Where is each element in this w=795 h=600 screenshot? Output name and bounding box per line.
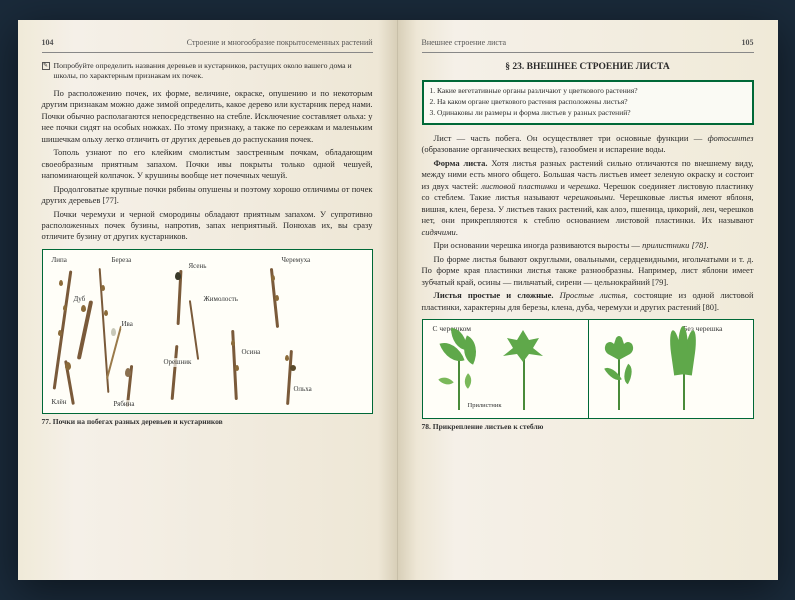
- figure-divider: [588, 320, 589, 418]
- section-title: § 23. ВНЕШНЕЕ СТРОЕНИЕ ЛИСТА: [422, 61, 754, 74]
- twig-label: Рябина: [113, 400, 136, 409]
- figure-78: С черешком Без черешка Прилистник: [422, 319, 754, 419]
- paragraph: Листья простые и сложные. Простые листья…: [422, 290, 754, 313]
- questions-box: 1. Какие вегетативные органы различают у…: [422, 80, 754, 125]
- question: 2. На каком органе цветкового растения р…: [430, 97, 746, 107]
- twig-label: Ясень: [188, 262, 208, 271]
- paragraph: По расположению почек, их форме, величин…: [42, 88, 373, 145]
- twig-label: Черемуха: [281, 256, 312, 265]
- twig-label: Липа: [51, 256, 68, 265]
- figure-77: Липа Береза Ясень Черемуха Дуб Жимолость…: [42, 249, 373, 414]
- running-head-left: Строение и многообразие покрытосеменных …: [187, 38, 373, 49]
- twig-label: Осина: [241, 348, 262, 357]
- book-spread: 104 Строение и многообразие покрытосемен…: [18, 20, 778, 580]
- question: 3. Одинаковы ли размеры и форма листьев …: [430, 108, 746, 118]
- twig-label: Жимолость: [203, 295, 239, 304]
- header-left: 104 Строение и многообразие покрытосемен…: [42, 38, 373, 49]
- figure-caption: 77. Почки на побегах разных деревьев и к…: [42, 417, 373, 427]
- running-head-right: Внешнее строение листа: [422, 38, 507, 49]
- task-box: ✎ Попробуйте определить названия деревье…: [42, 61, 373, 82]
- paragraph: Лист — часть побега. Он осуществляет три…: [422, 133, 754, 156]
- twig-label: Клён: [51, 398, 68, 407]
- twig-label: Береза: [111, 256, 133, 265]
- twig-label: Ольха: [293, 385, 313, 394]
- page-right: Внешнее строение листа 105 § 23. ВНЕШНЕЕ…: [398, 20, 778, 580]
- twig-label: Дуб: [73, 295, 87, 304]
- paragraph: Форма листа. Хотя листья разных растений…: [422, 158, 754, 238]
- page-number-right: 105: [742, 38, 754, 49]
- page-number-left: 104: [42, 38, 54, 49]
- header-rule: [42, 52, 373, 53]
- maple-leaf-icon: [501, 328, 546, 363]
- header-rule: [422, 52, 754, 53]
- paragraph: Продолговатые крупные почки рябины опуше…: [42, 184, 373, 207]
- header-right: Внешнее строение листа 105: [422, 38, 754, 49]
- twig-label: Орешник: [163, 358, 193, 367]
- page-left: 104 Строение и многообразие покрытосемен…: [18, 20, 398, 580]
- figure-caption: 78. Прикрепление листьев к стеблю: [422, 422, 754, 432]
- task-icon: ✎: [42, 62, 50, 70]
- paragraph: При основании черешка иногда развиваются…: [422, 240, 754, 251]
- question: 1. Какие вегетативные органы различают у…: [430, 86, 746, 96]
- lobed-leaf-icon: [598, 332, 640, 362]
- task-text: Попробуйте определить названия деревьев …: [54, 61, 352, 81]
- twig-label: Ива: [121, 320, 134, 329]
- paragraph: Почки черемухи и черной смородины облада…: [42, 209, 373, 243]
- paragraph: Тополь узнают по его клейким смолистым з…: [42, 147, 373, 181]
- paragraph: По форме листья бывают округлыми, овальн…: [422, 254, 754, 288]
- stipule-label: Прилистник: [467, 402, 503, 411]
